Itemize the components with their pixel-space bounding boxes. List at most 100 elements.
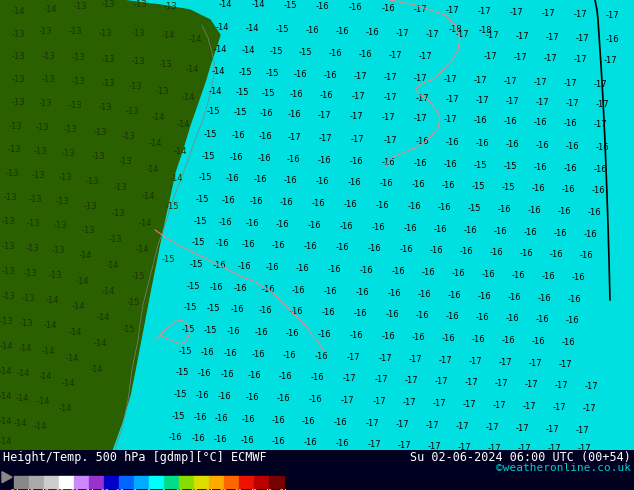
Text: -16: -16 — [591, 186, 605, 196]
Text: -16: -16 — [218, 219, 232, 227]
Text: -16: -16 — [307, 221, 321, 230]
Text: -16: -16 — [317, 330, 331, 340]
Polygon shape — [2, 472, 12, 483]
Text: -16: -16 — [519, 249, 533, 258]
Text: -16: -16 — [220, 370, 234, 379]
Text: -17: -17 — [595, 100, 609, 109]
Text: -13: -13 — [5, 170, 19, 178]
Text: -14: -14 — [211, 68, 224, 76]
Text: -16: -16 — [459, 247, 473, 256]
Text: -17: -17 — [543, 54, 557, 64]
Text: -16: -16 — [282, 351, 296, 360]
Text: -16: -16 — [254, 328, 268, 338]
Text: -16: -16 — [289, 91, 303, 99]
Text: -16: -16 — [308, 395, 322, 404]
Text: -16: -16 — [348, 3, 362, 13]
Text: -16: -16 — [275, 220, 289, 229]
Text: -17: -17 — [402, 398, 416, 407]
Text: -17: -17 — [593, 80, 607, 90]
Text: -14: -14 — [78, 251, 92, 260]
Text: -16: -16 — [463, 226, 477, 235]
Text: -15: -15 — [175, 368, 189, 377]
Text: -16: -16 — [445, 139, 459, 147]
Text: -13: -13 — [68, 101, 82, 110]
Text: -14: -14 — [96, 314, 110, 322]
Text: -16: -16 — [349, 157, 363, 167]
Text: -13: -13 — [158, 60, 172, 70]
Text: -16: -16 — [221, 196, 235, 205]
Text: -14: -14 — [15, 394, 29, 403]
Text: -16: -16 — [212, 261, 226, 270]
Text: -13: -13 — [48, 271, 61, 280]
Text: Su 02-06-2024 06:00 UTC (00+54): Su 02-06-2024 06:00 UTC (00+54) — [410, 451, 631, 464]
Text: -14: -14 — [0, 368, 12, 376]
Text: -17: -17 — [367, 441, 381, 449]
Text: -17: -17 — [434, 377, 448, 386]
Text: -16: -16 — [226, 327, 240, 336]
Text: -16: -16 — [311, 199, 325, 208]
Text: -17: -17 — [346, 353, 360, 363]
Text: -14: -14 — [36, 397, 49, 406]
Text: -14: -14 — [45, 296, 59, 305]
Text: -16: -16 — [531, 184, 545, 194]
Text: -17: -17 — [535, 98, 549, 107]
Text: -16: -16 — [476, 314, 489, 322]
Text: -17: -17 — [485, 423, 499, 432]
Text: -16: -16 — [535, 316, 549, 324]
Text: -14: -14 — [181, 94, 195, 102]
Text: -16: -16 — [565, 143, 579, 151]
Text: -15: -15 — [467, 204, 481, 214]
Text: -13: -13 — [131, 29, 145, 39]
Text: -16: -16 — [415, 311, 429, 320]
Text: -13: -13 — [1, 268, 15, 276]
Text: -16: -16 — [213, 435, 227, 444]
Text: -17: -17 — [438, 356, 452, 366]
Text: -15: -15 — [501, 183, 515, 193]
Text: -16: -16 — [501, 336, 515, 345]
Text: -16: -16 — [451, 270, 465, 278]
Text: -16: -16 — [271, 416, 285, 425]
Text: -17: -17 — [383, 94, 397, 102]
Text: -14: -14 — [242, 47, 255, 55]
Text: -17: -17 — [565, 99, 579, 108]
Text: -14: -14 — [41, 347, 55, 356]
Text: -13: -13 — [28, 196, 42, 204]
Text: -16: -16 — [333, 418, 347, 427]
Text: -13: -13 — [11, 75, 25, 84]
Text: -13: -13 — [98, 103, 112, 113]
Text: -17: -17 — [340, 396, 354, 405]
Text: -13: -13 — [3, 194, 17, 202]
Text: -16: -16 — [567, 295, 581, 304]
Text: -16: -16 — [407, 202, 421, 211]
Text: -54: -54 — [8, 489, 20, 490]
Text: -17: -17 — [468, 357, 482, 367]
Text: -17: -17 — [515, 32, 529, 42]
Text: -17: -17 — [381, 114, 395, 122]
Text: -14: -14 — [141, 193, 155, 201]
Text: -16: -16 — [249, 197, 263, 206]
Text: -17: -17 — [317, 111, 331, 121]
Text: -16: -16 — [328, 49, 342, 58]
Text: -13: -13 — [73, 2, 87, 11]
Text: -16: -16 — [229, 153, 243, 163]
Text: -16: -16 — [240, 436, 254, 445]
Text: -13: -13 — [8, 122, 22, 131]
Text: -16: -16 — [537, 294, 551, 303]
Text: -16: -16 — [375, 201, 389, 210]
Text: -13: -13 — [7, 146, 21, 154]
Bar — [164, 476, 179, 488]
Text: -13: -13 — [155, 87, 169, 97]
Text: -17: -17 — [593, 121, 607, 129]
Text: -16: -16 — [411, 180, 425, 190]
Text: -16: -16 — [381, 332, 395, 342]
Text: -15: -15 — [181, 325, 195, 334]
Text: -16: -16 — [323, 72, 337, 80]
Text: -14: -14 — [152, 114, 165, 122]
Text: -17: -17 — [524, 380, 538, 390]
Text: -17: -17 — [287, 133, 301, 143]
Text: -17: -17 — [427, 442, 441, 451]
Text: -15: -15 — [161, 255, 175, 265]
Text: -15: -15 — [471, 182, 485, 192]
Text: -15: -15 — [238, 69, 252, 77]
Bar — [254, 476, 269, 488]
